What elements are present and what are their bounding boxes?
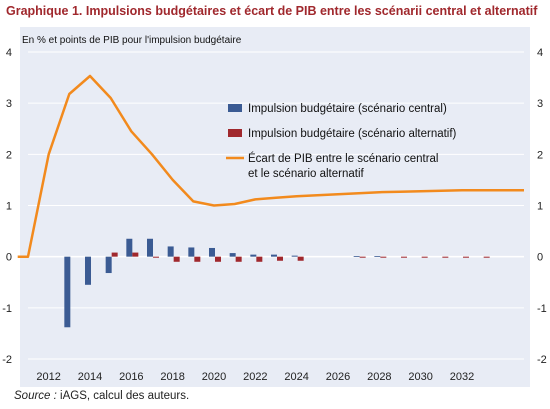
source-label: Source : [14,390,57,402]
bar-alternatif [215,256,221,262]
bar-central [147,238,153,257]
x-tick-label: 2016 [119,371,143,383]
legend-label-line-1: Écart de PIB entre le scénario central [248,152,439,165]
source-note: Source : iAGS, calcul des auteurs. [14,390,189,402]
y-tick-label-left: -2 [2,354,12,366]
bar-central [353,256,360,257]
x-tick-label: 2020 [202,371,226,383]
bar-alternatif [256,256,263,262]
y-tick-label-left: 2 [6,149,12,161]
chart-panel [20,27,530,387]
y-tick-label-left: 1 [6,201,12,213]
bar-alternatif [111,252,118,257]
x-tick-label: 2012 [36,371,60,383]
x-tick-label: 2032 [450,371,474,383]
bar-central [126,238,133,257]
y-axis-left: -2 -1 0 1 2 3 4 [2,47,12,366]
y-tick-label-right: -2 [537,354,547,366]
x-tick-label: 2028 [367,371,391,383]
y-tick-label-left: 4 [6,47,12,59]
y-tick-label-right: 2 [537,149,543,161]
bar-alternatif [194,256,201,262]
y-axis-right: -2 -1 0 1 2 3 4 [537,47,547,366]
bar-central [64,256,71,328]
bar-alternatif [359,256,366,258]
y-tick-label-left: -1 [2,303,12,315]
y-tick-label-right: 3 [537,98,543,110]
chart-title: Graphique 1. Impulsions budgétaires et é… [6,4,538,18]
x-axis: 2012 2014 2016 2018 2020 2022 2024 2026 2028 2030… [36,371,474,383]
bar-alternatif [297,256,304,261]
y-tick-label-right: 4 [537,47,543,59]
x-tick-label: 2014 [78,371,102,383]
source-text: iAGS, calcul des auteurs. [56,390,190,402]
x-tick-label: 2030 [408,371,432,383]
x-tick-label: 2018 [160,371,184,383]
bar-central [291,255,298,257]
legend-swatch-alternatif [228,129,242,137]
bar-central [85,256,91,285]
y-tick-label-right: -1 [537,303,547,315]
bar-central [271,254,277,257]
legend-swatch-central [228,104,242,112]
y-tick-label-left: 3 [6,98,12,110]
bar-central [188,247,195,257]
bar-central [167,246,174,257]
y-tick-label-left: 0 [6,252,12,264]
bar-alternatif [401,256,407,258]
grid [28,51,524,360]
bar-alternatif [380,256,387,258]
bar-alternatif [277,256,283,261]
bar-alternatif [132,252,139,257]
bar-alternatif [442,256,449,258]
bar-central [209,247,215,257]
chart-subtitle: En % et points de PIB pour l'impulsion b… [22,35,242,46]
y-tick-label-right: 0 [537,252,543,264]
bars [64,238,490,328]
x-tick-label: 2022 [243,371,267,383]
bar-alternatif [421,256,428,258]
bar-central [250,254,257,257]
bar-alternatif [173,256,180,262]
legend-label-central: Impulsion budgétaire (scénario central) [248,103,447,115]
bar-central [229,253,236,257]
gdp-gap-line [17,74,524,258]
line-series [17,74,524,258]
x-tick-label: 2024 [284,371,308,383]
bar-central [105,256,112,274]
legend: Impulsion budgétaire (scénario central) I… [226,103,457,180]
bar-alternatif [483,256,490,258]
legend-label-line-2: et le scénario alternatif [248,168,365,180]
legend-label-alternatif: Impulsion budgétaire (scénario alternati… [248,128,457,140]
x-tick-label: 2026 [326,371,350,383]
bar-alternatif [235,256,242,262]
bar-central [374,256,381,257]
y-tick-label-right: 1 [537,201,543,213]
bar-alternatif [463,256,469,258]
bar-alternatif [153,256,159,258]
